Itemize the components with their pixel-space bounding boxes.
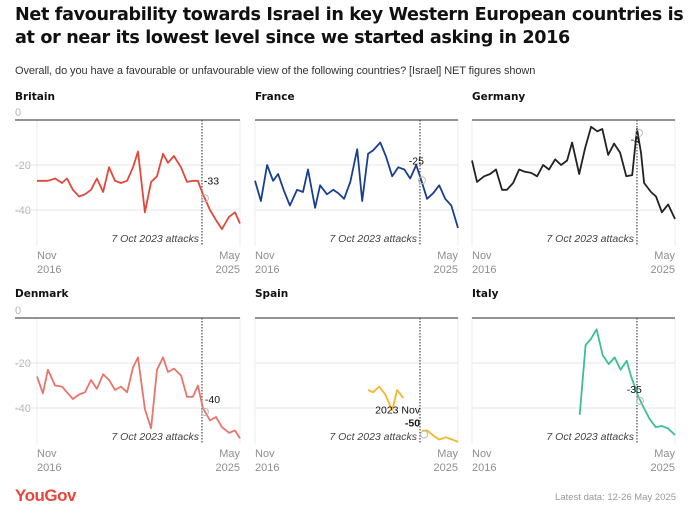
- panel-denmark: Denmark 0 -20 -40 Nov 2016 May 2025 7 Oct 2023 a…: [15, 288, 241, 474]
- panel-spain: Spain Nov 2016 May 2025 7 Oct 2023 attacks 202…: [254, 288, 459, 474]
- y-tick-label: -20: [15, 358, 31, 370]
- latest-data-note: Latest data: 12-26 May 2025: [555, 492, 676, 503]
- x-tick-label-end-year: 2025: [434, 264, 458, 276]
- annotation-value-label: -4: [631, 134, 640, 146]
- panel-title: Britain: [15, 91, 55, 103]
- event-marker-label: 7 Oct 2023 attacks: [329, 431, 417, 443]
- y-tick-label: -20: [15, 160, 31, 172]
- series-line-france: [254, 141, 459, 229]
- chart-subtitle: Overall, do you have a favourable or unf…: [15, 65, 536, 77]
- y-tick-label: -40: [15, 403, 31, 415]
- series-line-denmark: [36, 356, 241, 439]
- series-line-britain: [37, 150, 241, 230]
- annotation-value-label: -40: [205, 394, 220, 406]
- x-tick-label-start-year: 2016: [255, 264, 279, 276]
- x-tick-label-start-year: 2016: [37, 462, 61, 474]
- panel-title: Germany: [472, 91, 525, 103]
- panel-title: France: [255, 91, 295, 103]
- x-tick-label-start: Nov: [255, 250, 275, 262]
- x-tick-label-start: Nov: [472, 250, 492, 262]
- x-tick-label-end-year: 2025: [216, 462, 240, 474]
- x-tick-label-start-year: 2016: [37, 264, 61, 276]
- annotation-value-label: -33: [204, 175, 219, 187]
- panel-france: France Nov 2016 May 2025 7 Oct 2023 attacks -2…: [254, 91, 459, 276]
- x-tick-label-end-year: 2025: [434, 462, 458, 474]
- panel-title: Italy: [472, 288, 499, 300]
- series-line-italy: [578, 328, 676, 436]
- x-tick-label-end-year: 2025: [216, 264, 240, 276]
- annotation-value-label: -50: [405, 418, 420, 430]
- x-tick-label-end: May: [219, 448, 240, 460]
- event-marker-label: 7 Oct 2023 attacks: [546, 233, 634, 245]
- annotation-marker: [635, 396, 644, 405]
- annotation-marker: [200, 194, 209, 203]
- x-tick-label-start: Nov: [37, 250, 57, 262]
- x-tick-label-start-year: 2016: [472, 264, 496, 276]
- y-tick-label: 0: [15, 107, 21, 119]
- series-line-spain-2: [422, 429, 459, 443]
- annotation-marker: [420, 430, 429, 439]
- x-tick-label-start-year: 2016: [472, 462, 496, 474]
- x-tick-label-end-year: 2025: [651, 264, 675, 276]
- annotation-marker: [200, 408, 209, 416]
- x-tick-label-start: Nov: [37, 448, 57, 460]
- x-tick-label-end-year: 2025: [651, 462, 675, 474]
- annotation-marker: [634, 129, 643, 137]
- y-tick-label: 0: [15, 305, 21, 317]
- panel-italy: Italy Nov 2016 May 2025 7 Oct 2023 attacks -35: [471, 288, 676, 474]
- x-tick-label-start-year: 2016: [255, 462, 279, 474]
- panel-germany: Germany Nov 2016 May 2025 7 Oct 2023 attacks -…: [471, 91, 676, 276]
- x-tick-label-start: Nov: [255, 448, 275, 460]
- x-tick-label-end: May: [219, 250, 240, 262]
- panel-title: Spain: [255, 288, 288, 300]
- x-tick-label-end: May: [654, 250, 675, 262]
- x-tick-label-end: May: [654, 448, 675, 460]
- x-tick-label-end: May: [437, 250, 458, 262]
- panel-title: Denmark: [15, 288, 70, 300]
- event-marker-label: 7 Oct 2023 attacks: [111, 431, 199, 443]
- series-line-spain-1: [367, 385, 405, 412]
- annotation-date-label: 2023 Nov: [375, 405, 421, 417]
- annotation-marker: [417, 176, 426, 185]
- yougov-logo: YouGov: [15, 486, 76, 505]
- event-marker-label: 7 Oct 2023 attacks: [329, 233, 417, 245]
- panel-britain: Britain 0 -20 -40 Nov 2016 May 2025 7 Oct 2023 a…: [15, 91, 241, 276]
- y-tick-label: -40: [15, 205, 31, 217]
- annotation-value-label: -35: [627, 384, 642, 396]
- series-line-germany: [471, 125, 676, 220]
- annotation-value-label: -25: [409, 155, 424, 167]
- chart-title: Net favourability towards Israel in key …: [15, 5, 684, 48]
- event-marker-label: 7 Oct 2023 attacks: [546, 431, 634, 443]
- event-marker-label: 7 Oct 2023 attacks: [111, 233, 199, 245]
- x-tick-label-start: Nov: [472, 448, 492, 460]
- x-tick-label-end: May: [437, 448, 458, 460]
